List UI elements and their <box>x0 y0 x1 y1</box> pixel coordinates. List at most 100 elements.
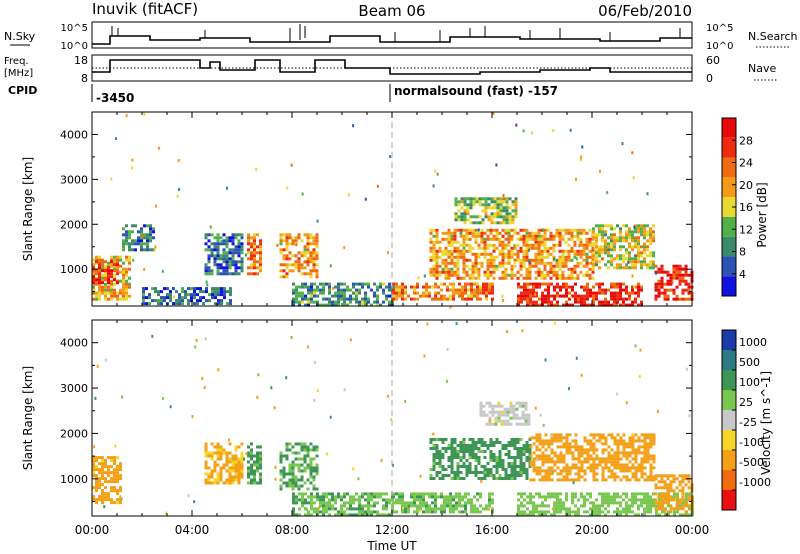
velocity-speck <box>96 364 99 368</box>
freq-label-line1: Freq. <box>4 56 29 67</box>
velocity-region <box>429 438 532 480</box>
power-speck <box>515 123 518 127</box>
velocity-speck <box>551 434 554 438</box>
velocity-speck <box>187 494 190 498</box>
velocity-speck <box>103 505 106 509</box>
velocity-colorbar-swatch <box>722 330 736 350</box>
velocity-speck <box>329 415 332 419</box>
velocity-speck <box>544 358 547 362</box>
power-speck <box>206 283 209 287</box>
power-speck <box>655 271 658 275</box>
nsearch-tick-top: 10^5 <box>706 23 733 34</box>
velocity-speck <box>506 330 509 334</box>
power-speck <box>502 299 505 302</box>
velocity-speck <box>391 463 394 467</box>
velocity-speck <box>195 339 198 342</box>
velocity-speck <box>572 481 575 485</box>
nave-label: Nave <box>748 62 776 75</box>
power-speck <box>569 295 572 299</box>
nave-tick-top: 60 <box>706 54 720 67</box>
velocity-speck <box>418 509 421 513</box>
power-region <box>429 228 595 280</box>
nsky-label: N.Sky <box>4 30 36 43</box>
power-speck <box>580 155 583 159</box>
velocity-heatmap <box>92 321 694 517</box>
power-speck <box>530 131 533 135</box>
power-colorbar-swatch <box>722 177 736 198</box>
power-speck <box>286 186 289 190</box>
power-region <box>247 233 262 276</box>
velocity-speck <box>343 388 346 392</box>
power-colorbar-tick: 12 <box>739 223 753 236</box>
power-speck <box>513 244 516 248</box>
power-speck <box>631 274 634 278</box>
power-speck <box>575 177 577 181</box>
velocity-region <box>292 492 394 517</box>
velocity-speck <box>349 338 352 342</box>
power-speck <box>131 166 134 170</box>
velocity-speck <box>488 507 491 511</box>
power-y-tick-label: 3000 <box>60 173 88 186</box>
velocity-ylabel: Slant Range [km] <box>21 366 35 470</box>
velocity-speck <box>408 504 411 508</box>
power-speck <box>295 243 298 247</box>
station-title: Inuvik (fitACF) <box>92 0 198 18</box>
power-speck <box>449 305 452 309</box>
velocity-speck <box>274 477 277 481</box>
power-speck <box>143 112 146 116</box>
power-speck <box>569 128 572 132</box>
power-speck <box>276 243 279 247</box>
velocity-colorbar-tick: 1000 <box>739 336 767 349</box>
time-tick-label: 04:00 <box>175 523 210 537</box>
velocity-speck <box>114 444 117 448</box>
power-speck <box>502 194 505 197</box>
power-colorbar-swatch <box>722 216 736 237</box>
velocity-speck <box>446 347 449 351</box>
freq-label-line2: [MHz] <box>4 68 33 79</box>
power-region <box>92 260 119 285</box>
power-speck <box>534 292 537 296</box>
nsky-panel-frame <box>91 21 693 49</box>
power-speck <box>343 246 346 250</box>
power-speck <box>632 176 635 180</box>
power-speck <box>621 142 624 146</box>
velocity-colorbar-swatch <box>722 470 736 490</box>
velocity-speck <box>304 506 307 510</box>
power-speck <box>291 236 294 240</box>
velocity-speck <box>120 497 123 501</box>
power-speck <box>364 197 367 201</box>
velocity-speck <box>535 458 538 462</box>
time-tick-label: 08:00 <box>275 523 310 537</box>
power-speck <box>220 240 223 244</box>
power-y-tick-label: 4000 <box>60 128 88 141</box>
power-colorbar-tick: 24 <box>739 157 753 170</box>
power-speck <box>125 114 128 118</box>
freq-tick-top: 18 <box>74 54 88 67</box>
time-axis: 00:00 04:00 08:00 12:00 16:00 20:00 00:00 <box>75 112 710 537</box>
power-speck <box>154 204 157 208</box>
velocity-speck <box>305 507 308 511</box>
power-speck <box>153 248 156 252</box>
cpid-second: normalsound (fast) -157 <box>394 84 558 98</box>
velocity-region <box>479 401 531 426</box>
power-colorbar-tick: 16 <box>739 201 753 214</box>
velocity-speck <box>290 336 293 339</box>
power-speck <box>389 155 392 159</box>
velocity-speck <box>274 465 277 469</box>
velocity-speck <box>193 500 196 504</box>
velocity-colorbar-swatch <box>722 490 736 510</box>
power-speck <box>513 261 516 264</box>
time-tick-label: 16:00 <box>475 523 510 537</box>
power-colorbar-tick: 28 <box>739 134 753 147</box>
nsky-tick-top: 10^5 <box>61 23 88 34</box>
velocity-speck <box>285 376 288 380</box>
velocity-region <box>247 442 262 485</box>
power-speck <box>578 244 581 248</box>
power-y-tick-label: 1000 <box>60 263 88 276</box>
time-axis-label: Time UT <box>366 539 417 553</box>
power-speck <box>131 158 134 162</box>
time-tick-label: 00:00 <box>675 523 710 537</box>
power-speck <box>352 124 355 128</box>
power-speck <box>110 177 113 181</box>
